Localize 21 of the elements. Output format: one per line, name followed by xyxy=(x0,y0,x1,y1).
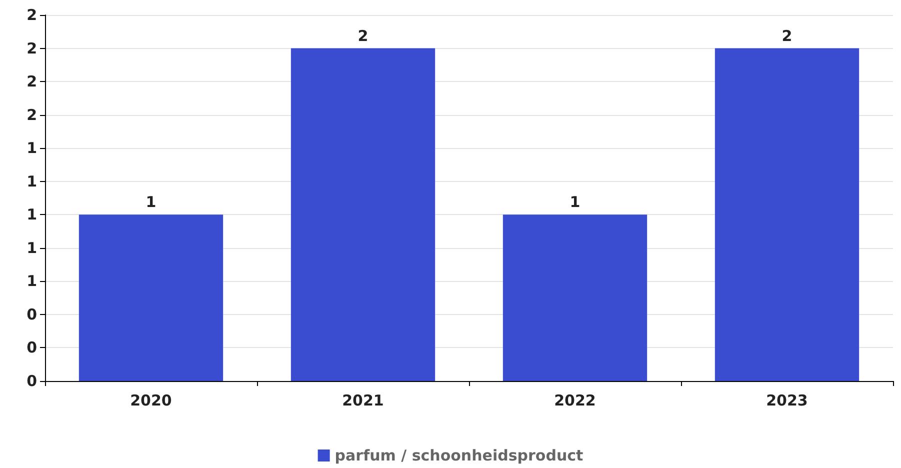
x-tick-label: 2021 xyxy=(342,392,384,410)
data-label: 1 xyxy=(570,193,580,212)
x-tick-label: 2020 xyxy=(130,392,172,410)
x-tick-label: 2022 xyxy=(554,392,596,410)
legend-label: parfum / schoonheidsproduct xyxy=(334,446,584,464)
y-tick-label: 0 xyxy=(26,372,37,390)
data-label: 2 xyxy=(358,26,368,45)
y-tick-label: 1 xyxy=(26,272,37,290)
y-tick-label: 1 xyxy=(26,206,37,224)
y-tick-label: 0 xyxy=(26,338,37,357)
y-tick-label: 2 xyxy=(26,72,37,91)
y-tick-label: 2 xyxy=(26,39,37,58)
data-label: 1 xyxy=(146,193,156,212)
y-tick-label: 0 xyxy=(26,305,37,324)
data-label: 2 xyxy=(782,26,792,45)
y-tick-label: 2 xyxy=(26,6,37,24)
y-tick-label: 2 xyxy=(26,106,37,124)
x-tick-label: 2023 xyxy=(766,392,808,410)
y-tick-label: 1 xyxy=(26,172,37,190)
y-tick-label: 1 xyxy=(26,139,37,158)
y-tick-label: 1 xyxy=(26,238,37,257)
